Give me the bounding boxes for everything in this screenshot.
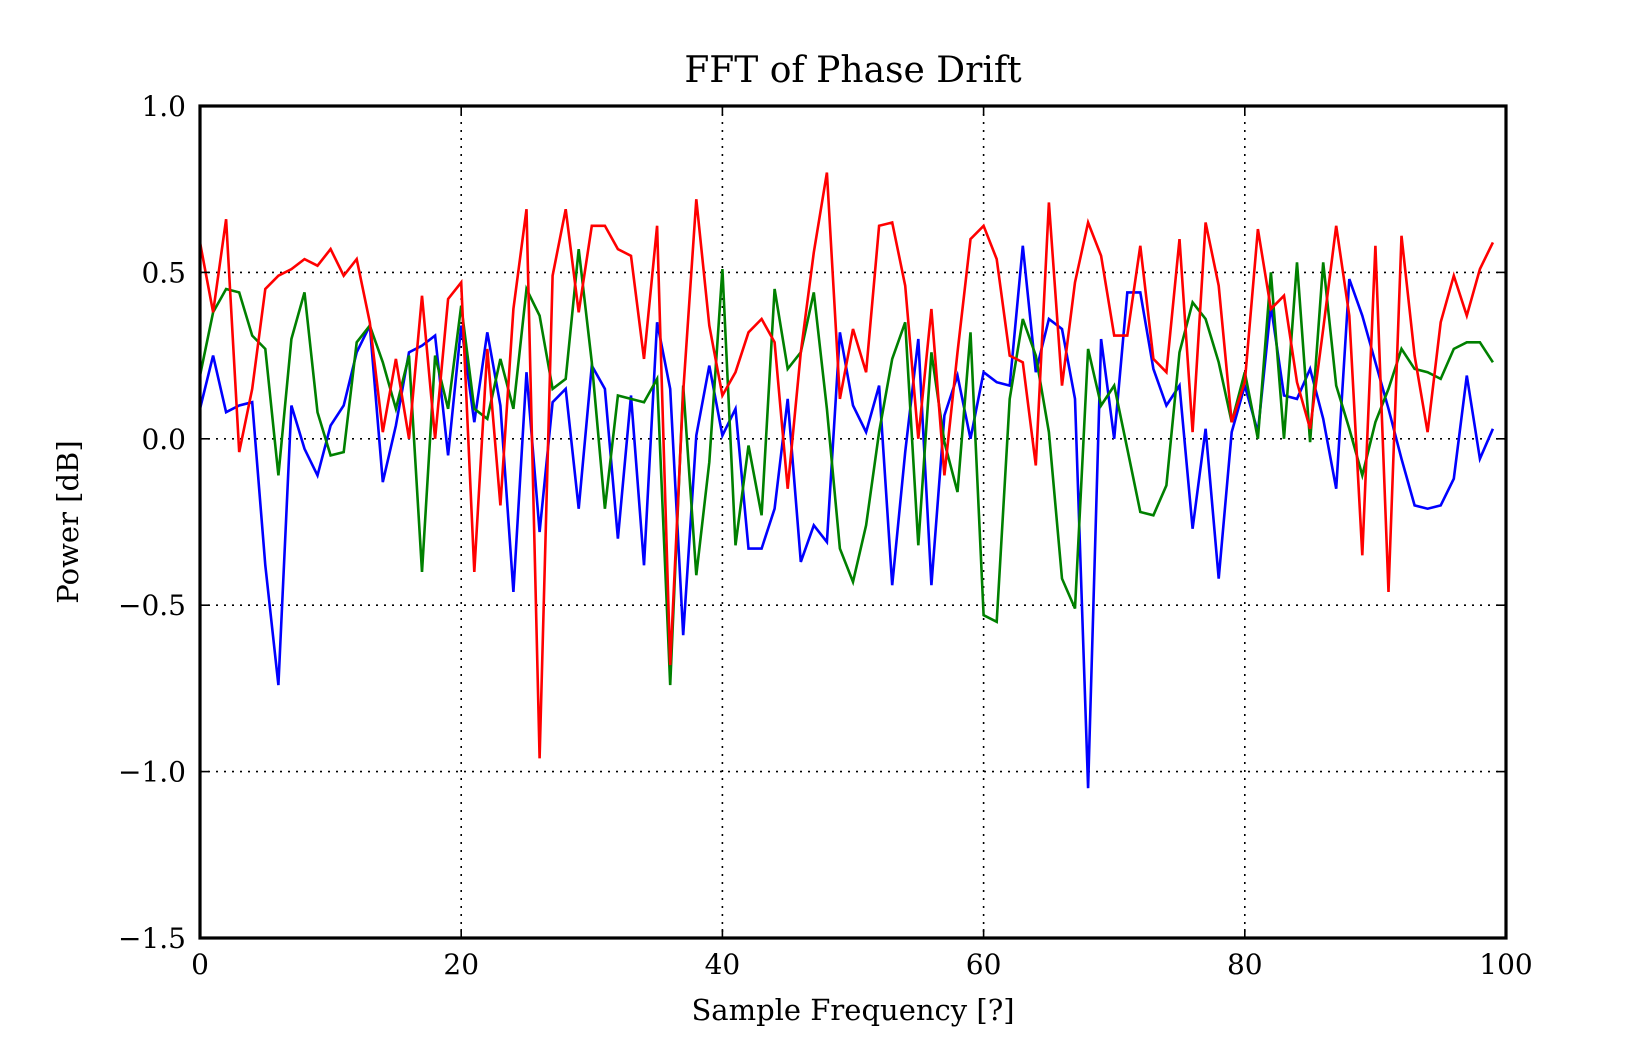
y-tick-label: 0.5 [141, 256, 186, 289]
x-tick-label: 100 [1479, 948, 1532, 981]
y-tick-label: 1.0 [141, 90, 186, 123]
y-tick-labels: −1.5 −1.0 −0.5 0.0 0.5 1.0 [118, 90, 186, 955]
x-tick-label: 0 [191, 948, 209, 981]
x-tick-labels: 0 20 40 60 80 100 [191, 948, 1533, 981]
x-tick-label: 20 [443, 948, 479, 981]
chart-title: FFT of Phase Drift [684, 50, 1022, 91]
plot-background [200, 106, 1506, 938]
series-line-red [198, 172, 1495, 759]
x-tick-label: 60 [966, 948, 1002, 981]
series-group [198, 172, 1495, 789]
y-tick-label: 0.0 [141, 423, 186, 456]
y-axis-label: Power [dB] [51, 440, 85, 603]
grid [200, 106, 1506, 938]
x-tick-label: 40 [705, 948, 741, 981]
y-tick-label: −0.5 [118, 589, 186, 622]
y-tick-label: −1.5 [118, 922, 186, 955]
ticks [199, 105, 1507, 939]
x-tick-label: 80 [1227, 948, 1263, 981]
x-axis-label: Sample Frequency [?] [691, 993, 1014, 1027]
series-line-green [198, 248, 1494, 686]
plot-frame [198, 104, 1508, 940]
y-tick-label: −1.0 [118, 756, 186, 789]
